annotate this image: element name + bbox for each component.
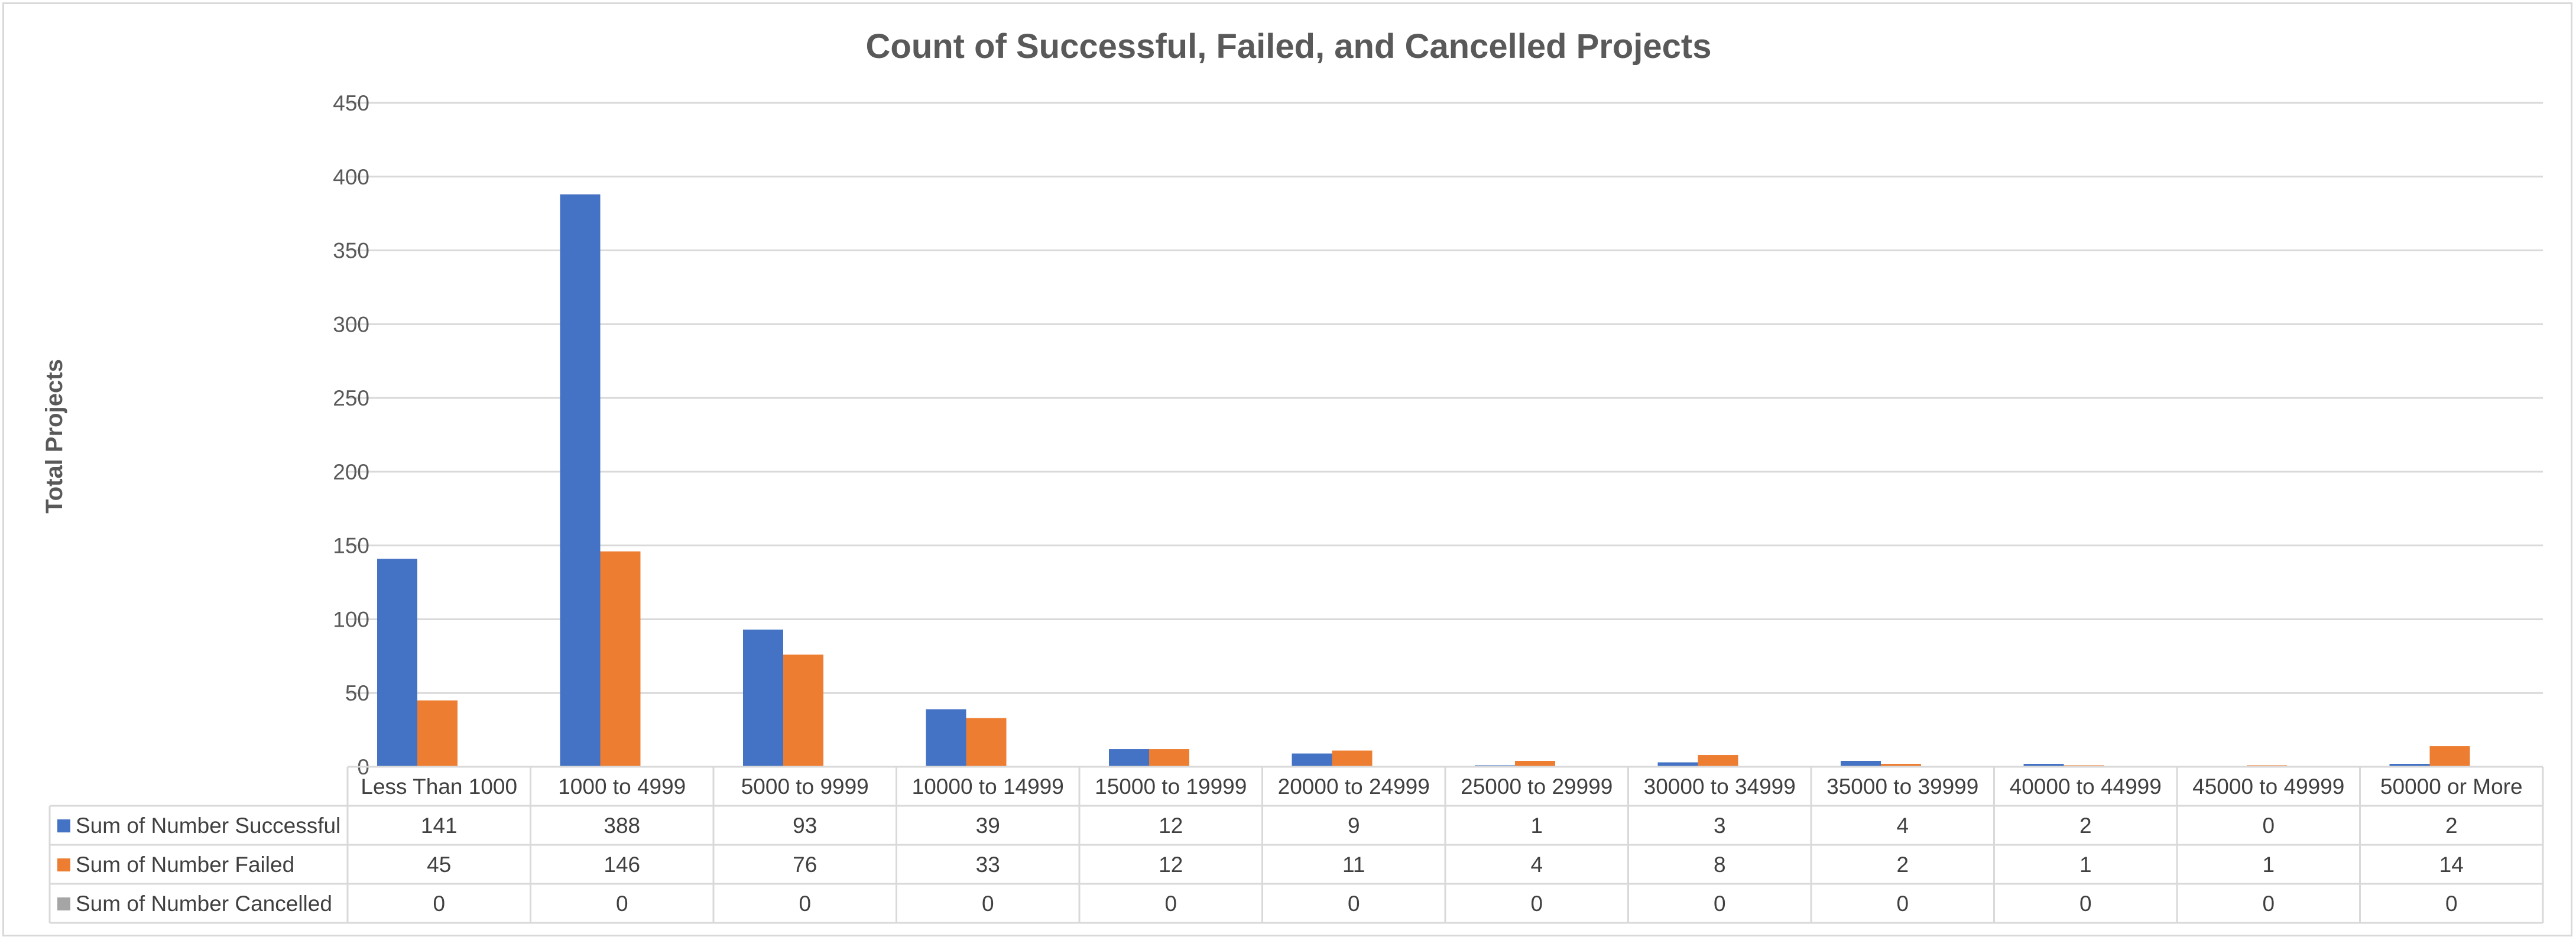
chart-title: Count of Successful, Failed, and Cancell…	[866, 27, 1712, 66]
data-label: 4	[1530, 853, 1543, 877]
bar	[1332, 750, 1373, 767]
y-tick-label: 50	[345, 681, 369, 705]
bar	[1109, 749, 1149, 767]
x-tick-label: 45000 to 49999	[2192, 774, 2344, 799]
bar	[417, 700, 458, 767]
x-tick-label: 20000 to 24999	[1278, 774, 1430, 799]
y-tick-label: 350	[333, 239, 369, 263]
x-tick-label: 50000 or More	[2380, 774, 2523, 799]
bars	[377, 194, 2470, 767]
data-label: 388	[604, 813, 640, 838]
bar	[1881, 764, 1921, 767]
data-table: Less Than 1000 1000 to 4999 5000 to 9999 10…	[48, 766, 2544, 924]
data-label: 8	[1714, 853, 1726, 877]
data-label: 146	[604, 853, 640, 877]
bar	[1292, 753, 1332, 767]
data-label: 9	[1348, 813, 1360, 838]
bar	[1841, 761, 1881, 767]
y-tick-label: 200	[333, 460, 369, 484]
data-label: 12	[1159, 853, 1183, 877]
data-label: 0	[982, 892, 994, 916]
data-label: 11	[1342, 853, 1365, 877]
data-label: 2	[2445, 813, 2458, 838]
legend-swatch	[57, 858, 70, 871]
x-tick-label: 35000 to 39999	[1826, 774, 1978, 799]
bar	[600, 551, 641, 767]
data-label: 0	[1164, 892, 1177, 916]
y-tick-label: 150	[333, 534, 369, 558]
data-label: 0	[433, 892, 445, 916]
data-label: 0	[799, 892, 811, 916]
bar	[1149, 749, 1189, 767]
data-label: 0	[2445, 892, 2458, 916]
y-tick-label: 250	[333, 386, 369, 410]
y-tick-label: 450	[333, 91, 369, 115]
x-tick-label: 1000 to 4999	[558, 774, 686, 799]
data-label: 0	[2079, 892, 2092, 916]
data-label: 33	[976, 853, 1000, 877]
bar	[966, 718, 1007, 767]
bar	[783, 654, 823, 767]
data-label: 0	[1530, 892, 1543, 916]
data-label: 0	[2262, 892, 2275, 916]
y-tick-label: 300	[333, 312, 369, 336]
bar	[743, 629, 783, 767]
bar	[2389, 764, 2430, 767]
data-label: 0	[616, 892, 628, 916]
data-label: 1	[2262, 853, 2275, 877]
x-tick-label: 40000 to 44999	[2010, 774, 2162, 799]
data-label: 4	[1896, 813, 1909, 838]
data-label: 76	[793, 853, 817, 877]
legend-label: Sum of Number Successful	[76, 813, 340, 838]
legend-label: Sum of Number Failed	[76, 853, 294, 877]
data-label: 0	[2262, 813, 2275, 838]
x-tick-label: Less Than 1000	[361, 774, 517, 799]
x-tick-label: 30000 to 34999	[1644, 774, 1796, 799]
data-label: 1	[2079, 853, 2092, 877]
data-label: 2	[2079, 813, 2092, 838]
data-label: 14	[2439, 853, 2464, 877]
data-label: 2	[1896, 853, 1909, 877]
x-tick-label: 15000 to 19999	[1095, 774, 1247, 799]
data-label: 0	[1348, 892, 1360, 916]
x-tick-label: 10000 to 14999	[912, 774, 1064, 799]
y-axis-label: Total Projects	[41, 359, 67, 514]
y-tick-label: 400	[333, 165, 369, 189]
data-label: 39	[976, 813, 1000, 838]
data-label: 3	[1714, 813, 1726, 838]
bar	[1657, 762, 1698, 767]
bar	[1515, 761, 1555, 767]
gridlines	[348, 102, 2543, 768]
data-label: 93	[793, 813, 817, 838]
bar	[2429, 746, 2470, 767]
legend-swatch	[57, 897, 70, 910]
bar	[377, 559, 417, 767]
bar	[560, 194, 601, 767]
data-label: 0	[1714, 892, 1726, 916]
bar	[1698, 755, 1738, 767]
legend-label: Sum of Number Cancelled	[76, 892, 332, 916]
data-label: 0	[1896, 892, 1909, 916]
x-tick-label: 25000 to 29999	[1461, 774, 1613, 799]
data-label: 45	[427, 853, 451, 877]
data-label: 1	[1530, 813, 1543, 838]
bar	[2023, 764, 2064, 767]
x-tick-label: 5000 to 9999	[741, 774, 869, 799]
data-label: 141	[421, 813, 458, 838]
bar	[926, 709, 966, 767]
y-tick-label: 100	[333, 607, 369, 631]
data-label: 12	[1159, 813, 1183, 838]
legend-swatch	[57, 819, 70, 832]
